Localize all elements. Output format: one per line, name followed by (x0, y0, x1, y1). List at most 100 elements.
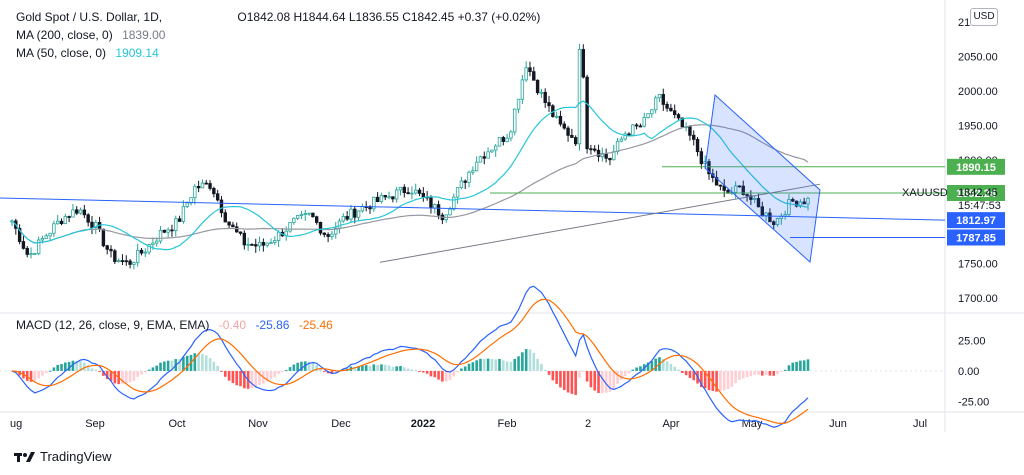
legend-ma50-row: MA (50, close, 0) 1909.14 (16, 46, 159, 60)
macd-bar (395, 366, 398, 371)
macd-bar (364, 365, 368, 371)
candle-body (768, 212, 772, 223)
macd-bar (25, 370, 29, 381)
candle-body (505, 137, 509, 142)
tradingview-brand[interactable]: TradingView (14, 449, 112, 464)
macd-bar (18, 370, 21, 376)
macd-bar (281, 370, 284, 373)
macd-bar (799, 360, 802, 371)
macd-bar (471, 362, 475, 371)
macd-bar (292, 364, 296, 371)
macd-bar (144, 370, 147, 373)
legend-macd-row: MACD (12, 26, close, 9, EMA, EMA) -0.40 … (16, 318, 333, 332)
candle-body (196, 186, 201, 189)
legend-ma200-row: MA (200, close, 0) 1839.00 (16, 28, 165, 42)
macd-bar (128, 370, 132, 383)
candle-body (238, 231, 243, 234)
macd-bar (422, 370, 425, 373)
macd-bar (105, 370, 109, 380)
macd-bar (452, 370, 456, 377)
macd-bar (665, 361, 669, 371)
candle-body (158, 229, 163, 242)
candle-body (109, 248, 113, 252)
macd-bar (661, 358, 665, 371)
macd-bar (170, 360, 174, 371)
candle-body (589, 148, 593, 151)
macd-bar (768, 370, 772, 376)
macd-bar (86, 365, 90, 371)
candle-body (421, 192, 426, 198)
candle-body (151, 242, 155, 246)
candle-body (391, 196, 395, 200)
candle-body (132, 262, 136, 265)
macd-bar (456, 370, 459, 373)
candle-body (44, 235, 48, 239)
descending-channel (704, 93, 821, 263)
macd-bar (90, 368, 94, 371)
candle-body (463, 180, 467, 183)
candle-body (105, 245, 109, 250)
candle-body (360, 206, 365, 212)
price-tick-label: 1700.00 (958, 293, 998, 305)
candle-body (688, 126, 692, 136)
macd-bar (753, 370, 756, 375)
trend-line (379, 183, 821, 263)
candle-body (471, 170, 475, 173)
macd-bar (547, 370, 551, 375)
support-line (0, 197, 946, 221)
candle-body (619, 138, 624, 142)
candle-body (269, 242, 273, 244)
candle-body (212, 188, 216, 195)
currency-button[interactable]: USD (970, 8, 998, 26)
time-tick-label: May (742, 418, 763, 430)
macd-bar (147, 369, 151, 371)
candle-body (520, 79, 525, 100)
candle-body (402, 186, 406, 194)
macd-bar (391, 366, 395, 371)
ma50-line (11, 100, 809, 251)
macd-bar (543, 369, 547, 371)
candle-body (554, 115, 559, 118)
candle-body (642, 117, 646, 127)
price-tick-label: 2050.00 (958, 51, 998, 63)
time-tick-label: 2 (585, 418, 591, 430)
candle-body (650, 109, 654, 115)
candle-body (608, 157, 612, 161)
candle-body (566, 127, 570, 136)
tradingview-logo-icon (14, 451, 35, 462)
candle-body (353, 208, 357, 218)
candle-body (433, 204, 437, 209)
candle-body (772, 221, 776, 225)
macd-bar (250, 370, 254, 389)
macd-bar (639, 366, 642, 371)
candle-body (330, 233, 334, 237)
candle-body (334, 227, 338, 235)
candle-body (417, 189, 422, 194)
macd-bar (486, 358, 490, 371)
macd-bar (437, 370, 440, 380)
macd-bar (521, 352, 524, 371)
candle-body (231, 224, 235, 228)
macd-bar (734, 370, 737, 384)
legend-symbol-row: Gold Spot / U.S. Dollar, 1D, O1842.08 H1… (16, 10, 540, 24)
price-label-box (947, 184, 1005, 201)
macd-bar (121, 370, 124, 384)
candle-body (25, 247, 29, 255)
macd-signal-line (11, 298, 809, 425)
macd-bar (707, 370, 711, 391)
candle-body (326, 234, 330, 237)
legend-ohlc: O1842.08 H1844.64 L1836.55 C1842.45 +0.3… (237, 10, 541, 24)
candle-body (139, 249, 144, 254)
macd-bar (745, 370, 749, 378)
macd-bar (319, 368, 322, 371)
candle-body (67, 216, 71, 218)
candle-body (448, 208, 452, 216)
macd-bar (620, 370, 623, 380)
candle-body (337, 220, 342, 229)
legend-macd-line: -25.86 (255, 318, 290, 332)
macd-bar (669, 363, 673, 371)
macd-bar (608, 370, 612, 392)
candle-body (322, 232, 327, 235)
candle-body (113, 250, 117, 262)
